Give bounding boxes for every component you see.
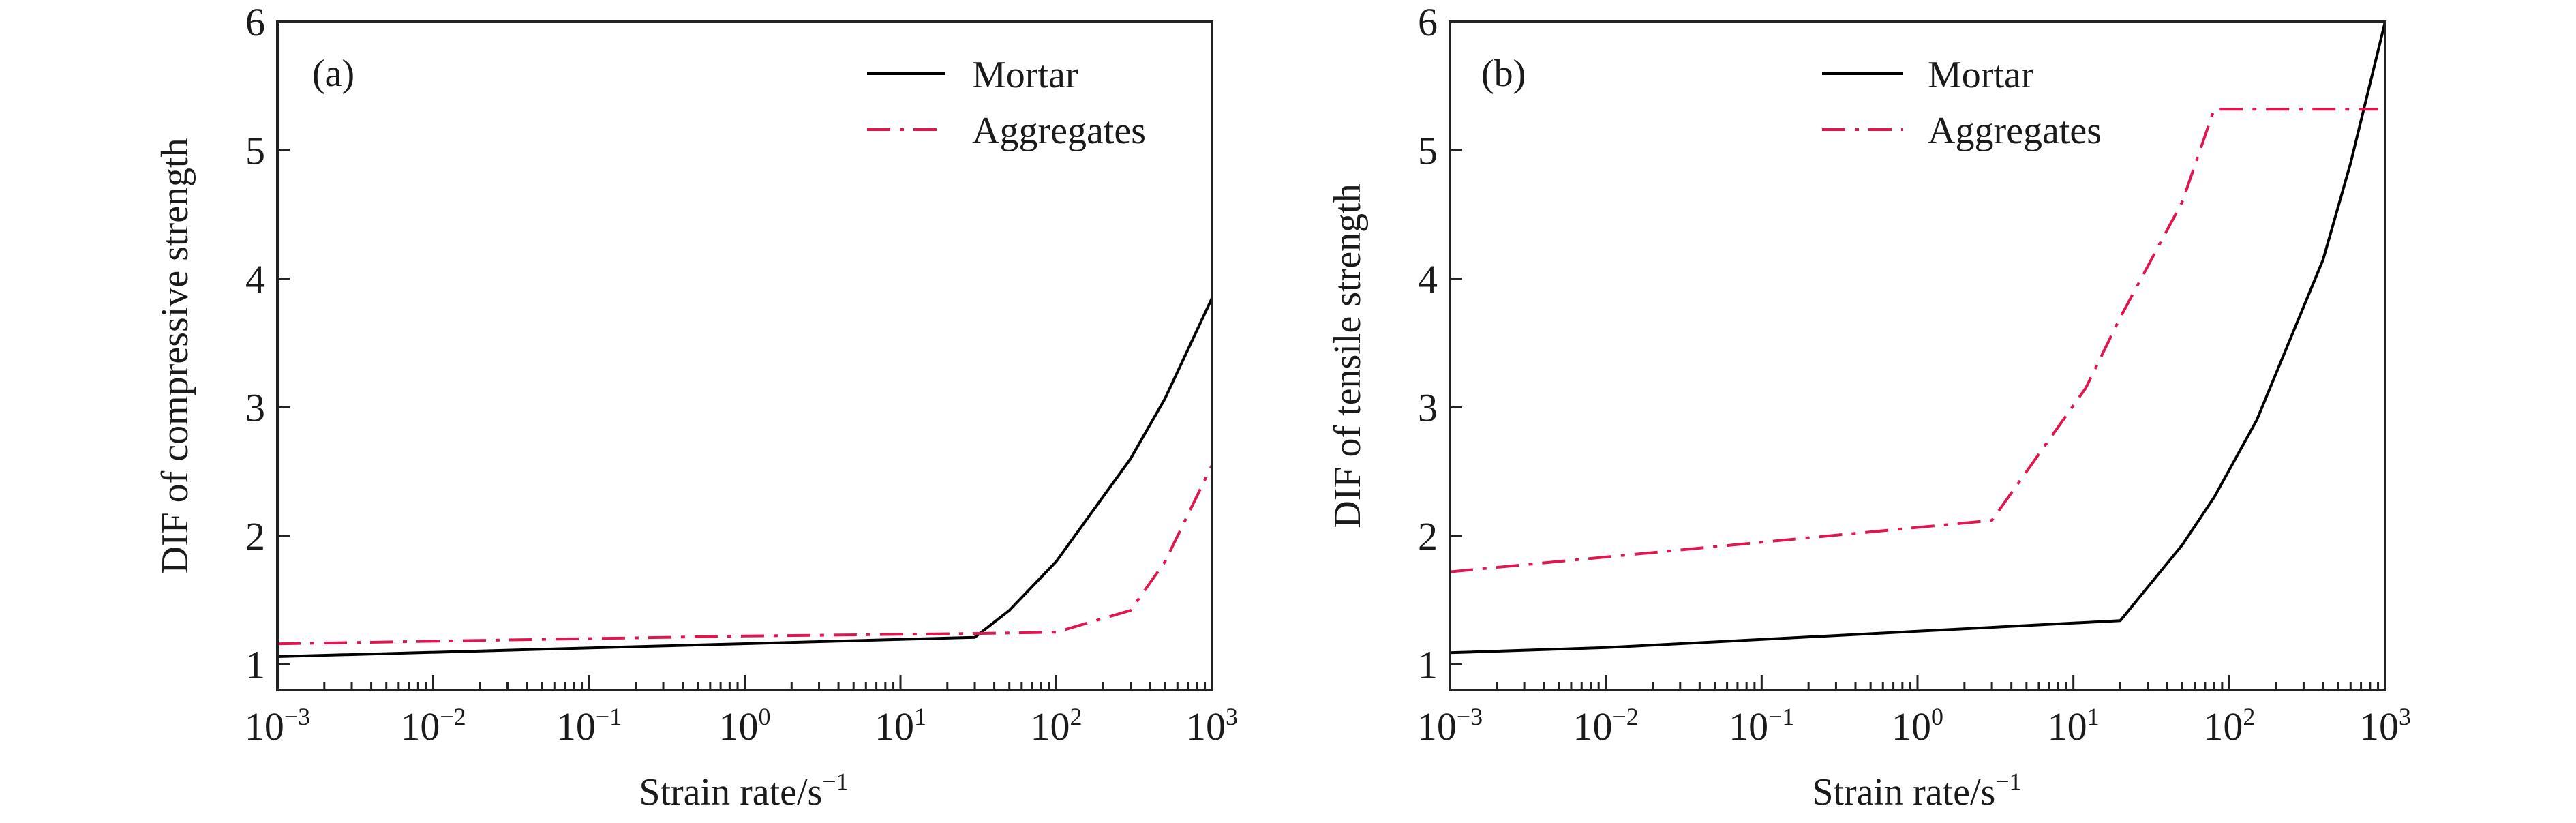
x-tick-exponent: 2 [1070, 703, 1082, 730]
y-tick-label: 4 [245, 257, 265, 301]
x-tick-base: 10 [245, 704, 284, 749]
x-axis-label-text: Strain rate/s [1812, 771, 1995, 813]
y-tick-label: 1 [1418, 642, 1438, 687]
x-tick-base: 10 [1573, 704, 1613, 749]
y-tick-label: 5 [245, 128, 265, 173]
plot-frame [1449, 20, 2386, 691]
x-tick-label: 10−2 [400, 703, 466, 749]
y-axis-label: DIF of compressive strength [154, 138, 196, 573]
x-tick-base: 10 [2048, 704, 2087, 749]
x-tick-exponent: 0 [1931, 703, 1943, 730]
x-tick-label: 101 [2048, 703, 2100, 749]
x-tick-label: 100 [719, 703, 771, 749]
series-line-aggregates [277, 464, 1213, 646]
panel-label: (a) [312, 53, 354, 95]
x-tick-label: 10−3 [1417, 703, 1483, 749]
x-tick-base: 10 [1186, 704, 1226, 749]
panel-label: (b) [1481, 53, 1526, 95]
x-axis-label: Strain rate/s−1 [639, 768, 848, 813]
x-tick-label: 103 [2359, 703, 2411, 749]
y-tick-label: 6 [245, 0, 265, 44]
x-tick-base: 10 [1417, 704, 1457, 749]
x-tick-exponent: −2 [440, 703, 466, 730]
x-axis-label-exponent: −1 [822, 768, 848, 795]
x-axis-label-text: Strain rate/s [639, 771, 822, 813]
y-axis-label: DIF of tensile strength [1327, 183, 1369, 528]
legend-label: Mortar [972, 54, 1078, 96]
x-tick-exponent: 1 [2087, 703, 2100, 730]
y-tick-label: 3 [245, 385, 265, 430]
legend-label: Mortar [1928, 54, 2034, 96]
x-tick-label: 10−3 [245, 703, 310, 749]
x-tick-exponent: −2 [1613, 703, 1639, 730]
x-tick-label: 10−2 [1573, 703, 1639, 749]
x-tick-exponent: −3 [284, 703, 310, 730]
x-tick-exponent: 2 [2243, 703, 2255, 730]
x-axis-label-exponent: −1 [1995, 768, 2021, 795]
x-tick-exponent: 1 [914, 703, 926, 730]
y-tick-label: 6 [1418, 0, 1438, 44]
x-tick-label: 100 [1892, 703, 1943, 749]
y-tick-label: 2 [245, 514, 265, 558]
x-tick-base: 10 [556, 704, 596, 749]
x-tick-base: 10 [1729, 704, 1768, 749]
x-tick-exponent: −1 [596, 703, 622, 730]
legend-label: Aggregates [1928, 110, 2102, 152]
x-tick-exponent: 3 [2399, 703, 2411, 730]
y-tick-label: 5 [1418, 128, 1438, 173]
x-tick-exponent: −1 [1768, 703, 1794, 730]
x-tick-exponent: 0 [759, 703, 771, 730]
x-axis-label: Strain rate/s−1 [1812, 768, 2021, 813]
series-line-aggregates [1449, 108, 2378, 573]
y-tick-label: 1 [245, 642, 265, 687]
x-tick-exponent: 3 [1226, 703, 1238, 730]
series-line-mortar [277, 297, 1213, 658]
x-tick-label: 101 [875, 703, 926, 749]
x-tick-base: 10 [2203, 704, 2243, 749]
legend: Mortar Aggregates [1822, 54, 2102, 152]
y-tick-label: 2 [1418, 514, 1438, 558]
legend-label: Aggregates [972, 110, 1146, 152]
x-tick-exponent: −3 [1457, 703, 1483, 730]
x-tick-base: 10 [2359, 704, 2399, 749]
series-line-mortar [1449, 21, 2386, 655]
y-tick-label: 3 [1418, 385, 1438, 430]
y-tick-label: 4 [1418, 257, 1438, 301]
x-tick-label: 10−1 [1729, 703, 1794, 749]
x-tick-base: 10 [1892, 704, 1931, 749]
x-tick-label: 10−1 [556, 703, 622, 749]
legend: Mortar Aggregates [867, 54, 1146, 152]
x-tick-label: 102 [1031, 703, 1082, 749]
x-tick-label: 102 [2203, 703, 2255, 749]
x-tick-label: 103 [1186, 703, 1238, 749]
x-tick-base: 10 [719, 704, 759, 749]
x-tick-base: 10 [1031, 704, 1070, 749]
x-tick-base: 10 [400, 704, 440, 749]
x-tick-base: 10 [875, 704, 914, 749]
